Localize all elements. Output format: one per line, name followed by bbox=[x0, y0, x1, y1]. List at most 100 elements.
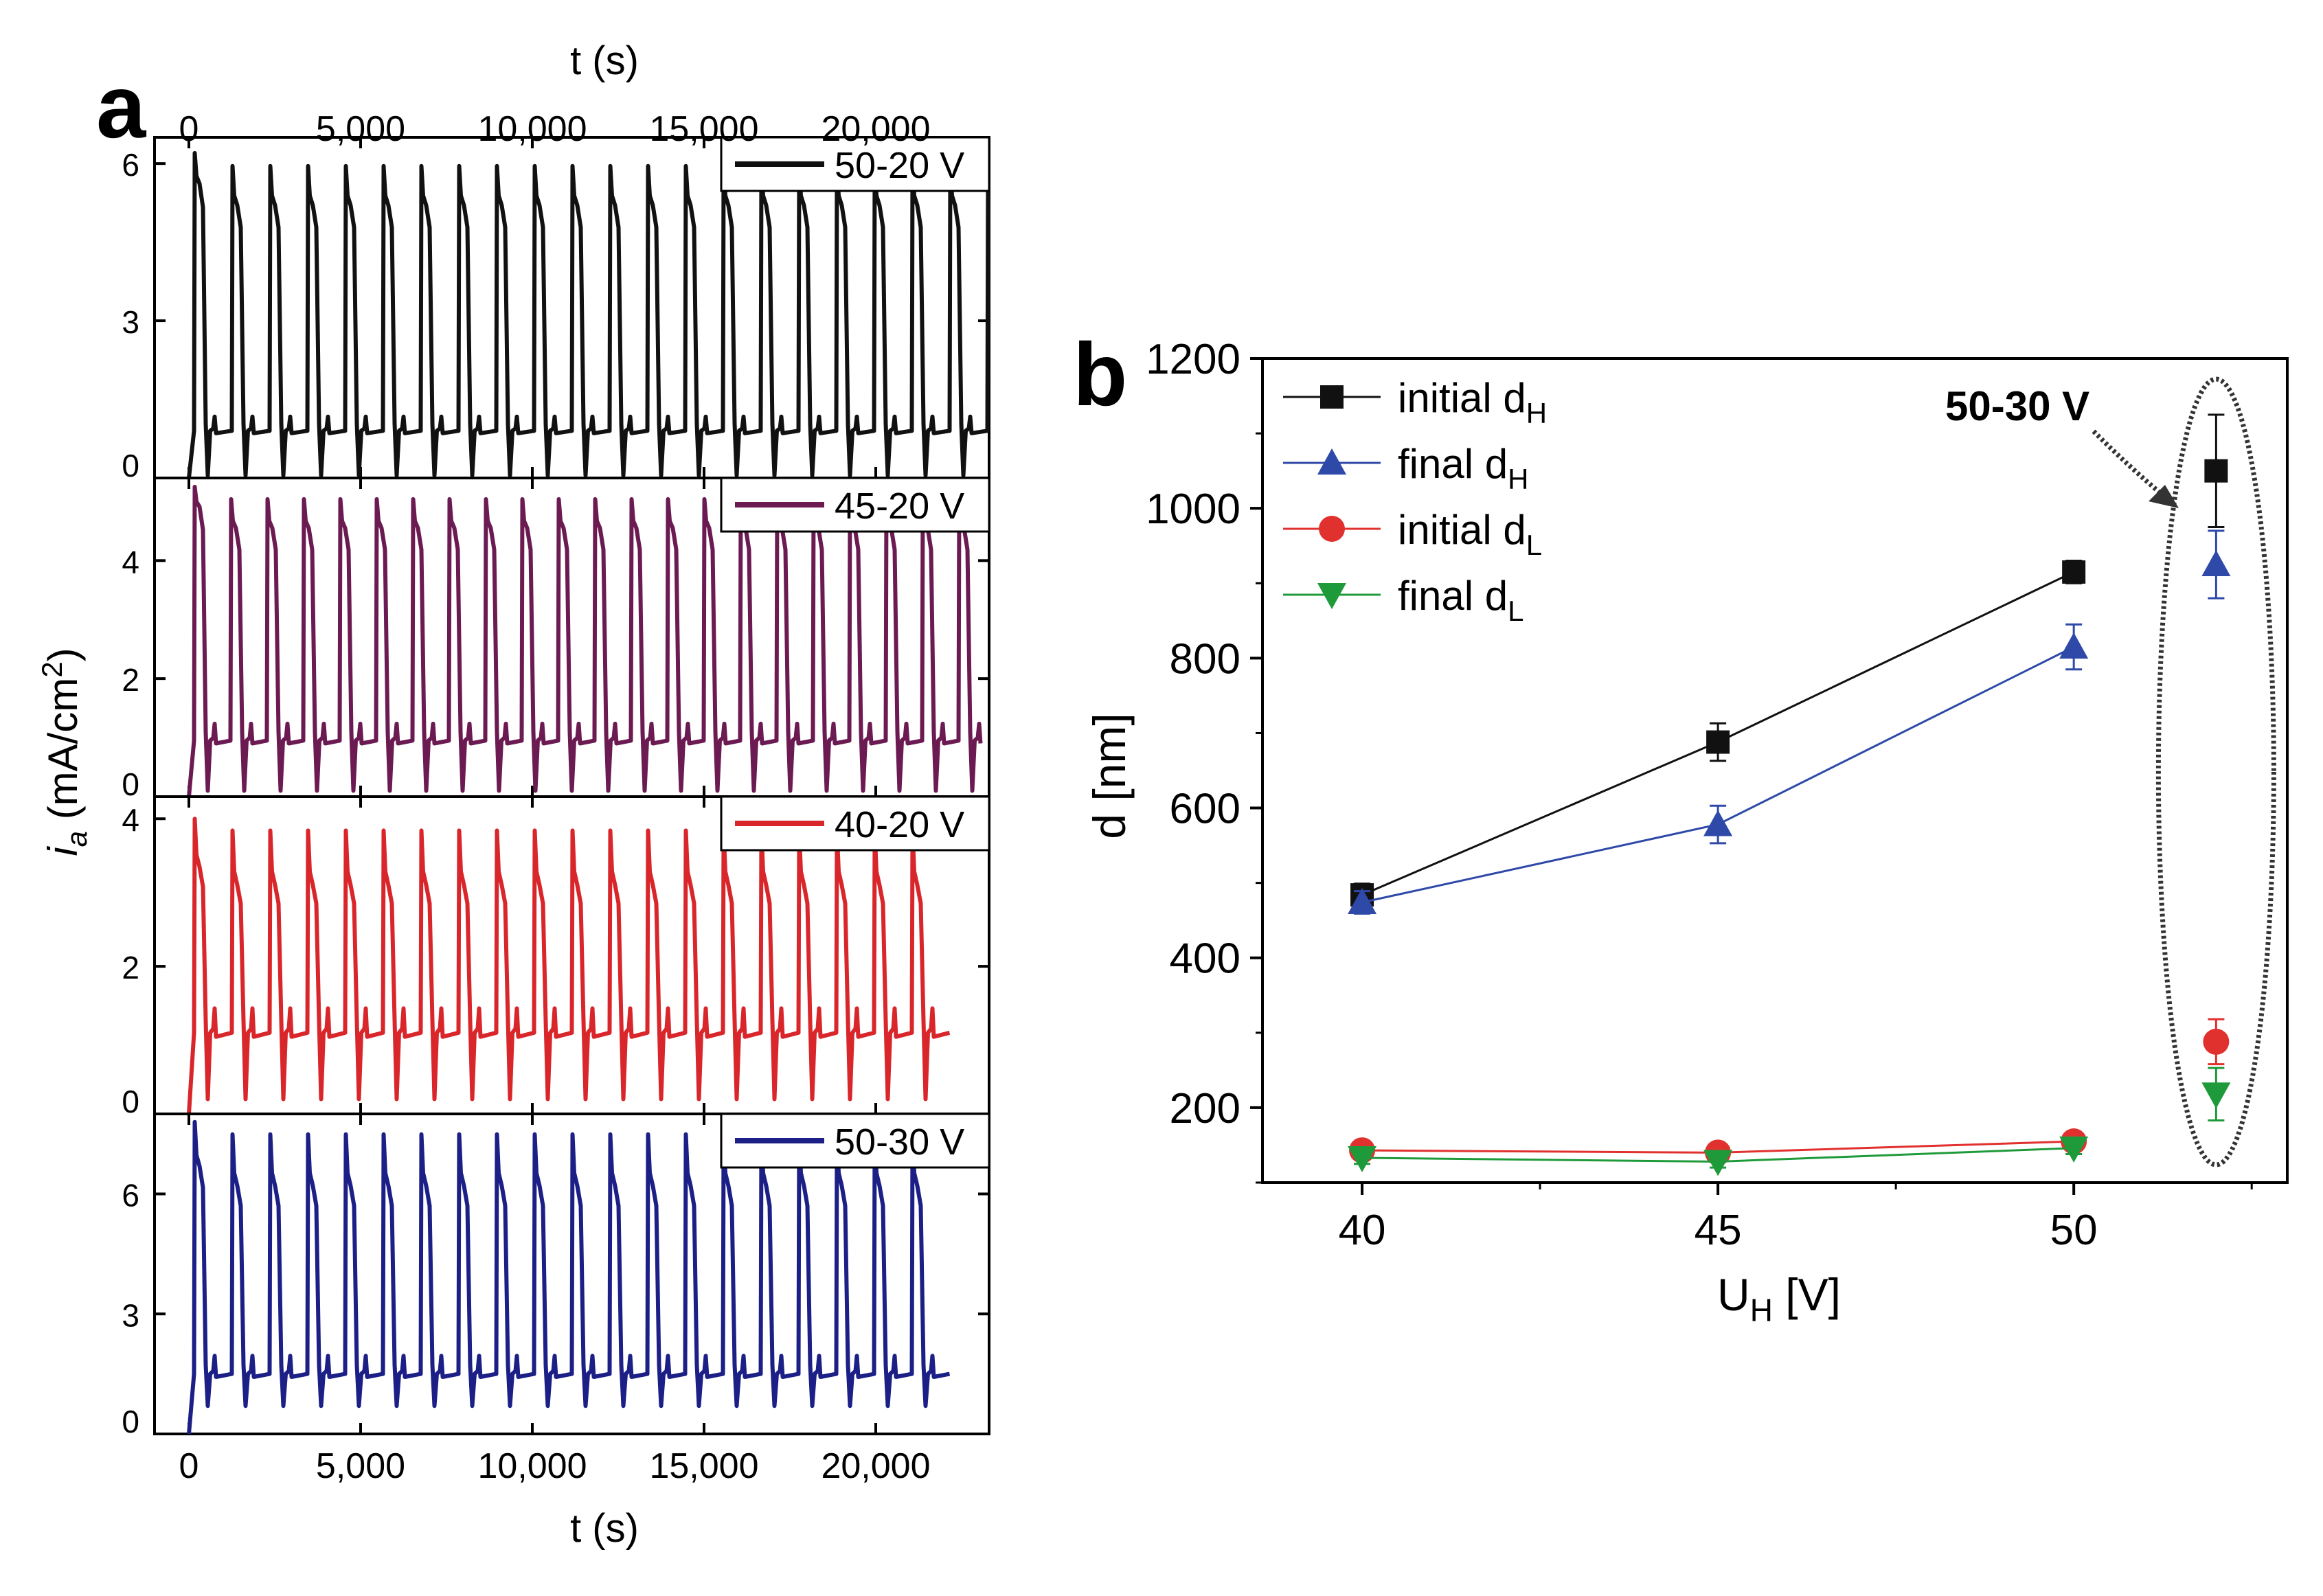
legend-label: 50-20 V bbox=[835, 145, 964, 186]
legend-label: 45-20 V bbox=[835, 486, 964, 527]
series-line bbox=[187, 817, 951, 1115]
marker-triangle-up bbox=[2059, 632, 2089, 659]
series-final-d-h bbox=[1348, 529, 2231, 915]
y-tick-label: 6 bbox=[122, 1178, 139, 1213]
marker-triangle-down bbox=[1703, 1150, 1733, 1176]
y-tick-label: 6 bbox=[122, 147, 139, 183]
marker-triangle-up bbox=[2201, 550, 2231, 576]
panel-a-plots: 0 3 6 50-20 V 0 2 4 45-20 V 0 2 4 40-20 V 0 3 6 50-30 V… bbox=[122, 109, 990, 1486]
panel-a-letter: a bbox=[96, 56, 147, 157]
subplot-frame bbox=[153, 1113, 990, 1435]
bottom-x-tick-label: 15,000 bbox=[649, 1446, 758, 1486]
x-tick-label: 50 bbox=[2050, 1207, 2098, 1254]
y-tick-label: 0 bbox=[122, 1084, 139, 1119]
legend-label: 40-20 V bbox=[835, 804, 964, 845]
legend-label: initial dL bbox=[1398, 507, 1542, 561]
plot-frame bbox=[1261, 357, 2289, 1184]
legend-label-main: initial d bbox=[1398, 507, 1526, 553]
legend-label-main: final d bbox=[1398, 441, 1508, 487]
y-tick-label: 1200 bbox=[1146, 336, 1240, 383]
series-line bbox=[187, 150, 990, 479]
legend: 40-20 V bbox=[720, 795, 990, 852]
annotation-arrow bbox=[2092, 429, 2166, 498]
legend: 45-20 V bbox=[720, 477, 990, 533]
bottom-x-tick-label: 20,000 bbox=[821, 1446, 930, 1486]
bottom-x-tick-label: 10,000 bbox=[477, 1446, 587, 1486]
marker-triangle-down bbox=[2201, 1082, 2231, 1109]
y-label-symbol: i bbox=[40, 846, 86, 856]
legend-label-subscript: H bbox=[1526, 397, 1547, 429]
bottom-x-tick-label: 0 bbox=[179, 1446, 199, 1486]
legend-label: initial dH bbox=[1398, 375, 1547, 429]
highlight-ellipse bbox=[2155, 376, 2276, 1167]
annotation-arrowhead bbox=[2149, 485, 2179, 508]
series-line bbox=[187, 484, 983, 797]
x-tick-label: 40 bbox=[1339, 1207, 1386, 1254]
series-final-d-l bbox=[1348, 1067, 2231, 1176]
y-label-subscript: a bbox=[60, 831, 93, 847]
marker-circle bbox=[1319, 516, 1345, 542]
y-tick-label: 3 bbox=[122, 1297, 139, 1333]
legend-label-main: initial d bbox=[1398, 375, 1526, 421]
marker-triangle-down bbox=[1348, 1146, 1377, 1172]
legend: 50-30 V bbox=[720, 1113, 990, 1169]
y-tick-label: 1000 bbox=[1146, 486, 1240, 533]
series-line bbox=[1361, 646, 2074, 904]
top-x-tick-label: 15,000 bbox=[649, 109, 758, 149]
top-x-tick-label: 20,000 bbox=[821, 109, 930, 149]
legend-label: final dL bbox=[1398, 573, 1523, 627]
series-initial-d-l bbox=[1349, 1018, 2230, 1166]
top-x-tick-label: 0 bbox=[179, 109, 199, 149]
panel-b-x-axis-label: UH [V] bbox=[1717, 1269, 1841, 1328]
bottom-x-tick-label: 5,000 bbox=[316, 1446, 405, 1486]
marker-triangle-down bbox=[2059, 1136, 2089, 1163]
marker-circle bbox=[2203, 1028, 2230, 1055]
y-tick-label: 0 bbox=[122, 766, 139, 802]
marker-square bbox=[1320, 385, 1344, 409]
x-label-units: [V] bbox=[1773, 1269, 1841, 1320]
subplot-50-20-v: 0 3 6 50-20 V bbox=[122, 136, 990, 483]
panel-a-bottom-axis-label: t (s) bbox=[570, 1506, 639, 1551]
y-tick-label: 4 bbox=[122, 802, 139, 838]
panel-b-letter: b bbox=[1073, 324, 1127, 424]
subplot-50-30-v: 0 3 6 50-30 V bbox=[122, 1113, 990, 1439]
legend-label-subscript: L bbox=[1526, 529, 1542, 561]
y-tick-label: 0 bbox=[122, 1404, 139, 1439]
y-tick-label: 3 bbox=[122, 304, 139, 340]
legend-label-subscript: H bbox=[1508, 463, 1528, 495]
marker-triangle-up bbox=[1703, 810, 1733, 836]
top-x-tick-label: 5,000 bbox=[316, 109, 405, 149]
y-tick-label: 2 bbox=[122, 950, 139, 985]
series-initial-d-h bbox=[1350, 413, 2228, 907]
y-tick-label: 200 bbox=[1170, 1085, 1240, 1132]
y-tick-label: 2 bbox=[122, 662, 139, 698]
panel-b-y-axis-label: d [nm] bbox=[1084, 713, 1135, 839]
legend-label: 50-30 V bbox=[835, 1121, 964, 1163]
legend-label-main: final d bbox=[1398, 573, 1508, 619]
subplot-45-20-v: 0 2 4 45-20 V bbox=[122, 477, 990, 802]
legend-label-subscript: L bbox=[1508, 595, 1523, 627]
y-tick-label: 600 bbox=[1170, 786, 1240, 833]
subplot-40-20-v: 0 2 4 40-20 V bbox=[122, 795, 990, 1119]
x-label-symbol: U bbox=[1717, 1269, 1750, 1320]
marker-triangle-up bbox=[1348, 888, 1377, 914]
panel-a-top-axis-label: t (s) bbox=[570, 38, 639, 83]
y-tick-label: 800 bbox=[1170, 635, 1240, 683]
marker-square bbox=[2062, 560, 2086, 584]
panel-a: a t (s) t (s) ia (mA/cm2) 036 50-20 V0244… bbox=[36, 38, 990, 1551]
x-label-subscript: H bbox=[1750, 1292, 1773, 1328]
marker-square bbox=[1706, 730, 1730, 754]
legend: 50-20 V bbox=[720, 136, 990, 192]
top-x-tick-label: 10,000 bbox=[477, 109, 587, 149]
y-tick-label: 400 bbox=[1170, 935, 1240, 983]
marker-square bbox=[2204, 459, 2228, 483]
y-tick-label: 0 bbox=[122, 448, 139, 483]
annotation-label: 50-30 V bbox=[1945, 383, 2089, 429]
y-tick-label: 4 bbox=[122, 544, 139, 580]
y-label-superscript: 2 bbox=[36, 661, 68, 677]
series-line bbox=[187, 1119, 951, 1435]
